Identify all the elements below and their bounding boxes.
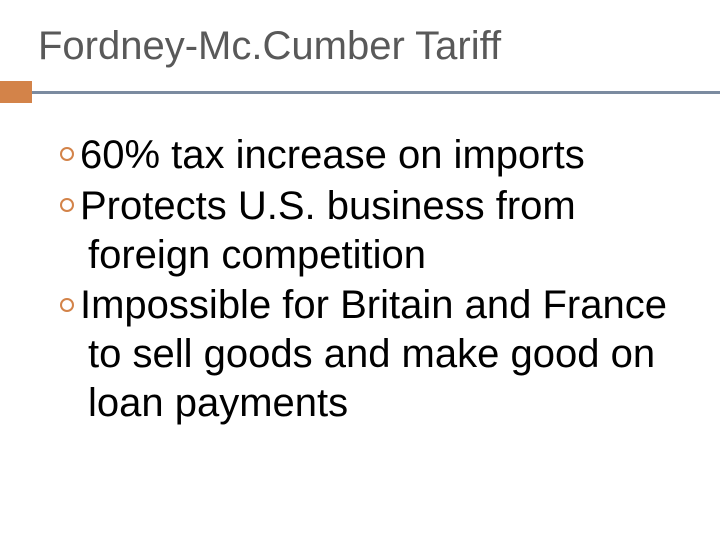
slide: Fordney-Mc.Cumber Tariff 60% tax increas… — [0, 0, 720, 540]
page-title: Fordney-Mc.Cumber Tariff — [38, 24, 720, 69]
underline-bar — [32, 91, 720, 94]
list-item: 60% tax increase on imports — [60, 131, 672, 180]
list-item: Protects U.S. business from foreign comp… — [60, 182, 672, 280]
accent-block — [0, 81, 32, 103]
bullet-icon — [60, 147, 74, 161]
bullet-text: Protects U.S. business from foreign comp… — [80, 184, 576, 277]
content-area: 60% tax increase on imports Protects U.S… — [0, 103, 720, 428]
list-item: Impossible for Britain and France to sel… — [60, 281, 672, 427]
title-area: Fordney-Mc.Cumber Tariff — [0, 0, 720, 69]
bullet-icon — [60, 198, 74, 212]
bullet-text: Impossible for Britain and France to sel… — [80, 283, 667, 425]
bullet-text: 60% tax increase on imports — [80, 133, 585, 177]
title-underline — [0, 81, 720, 103]
bullet-icon — [60, 298, 74, 312]
